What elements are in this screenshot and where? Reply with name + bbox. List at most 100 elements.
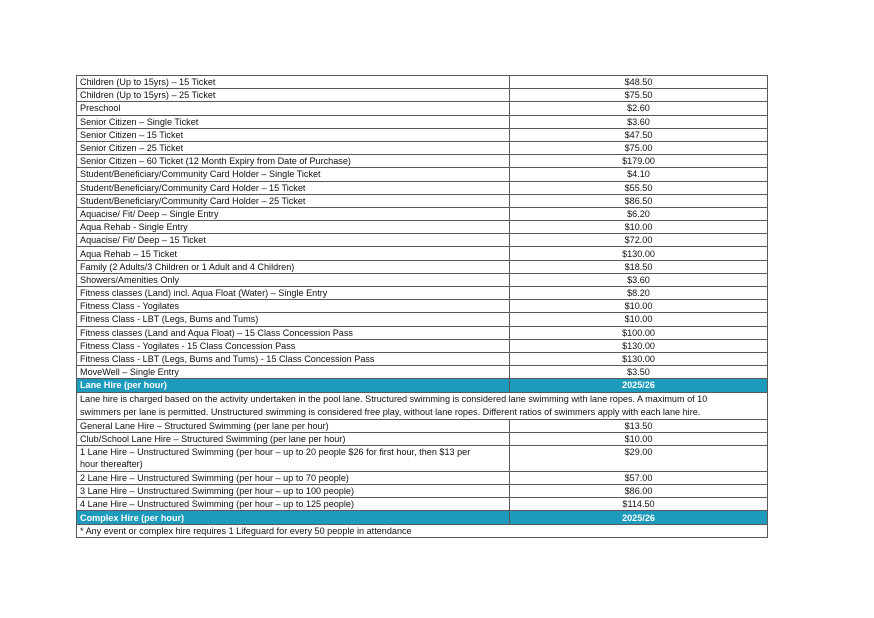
fee-price: $114.50	[509, 497, 768, 512]
fee-item: Senior Citizen – 15 Ticket	[76, 127, 510, 142]
fee-item: Aquacise/ Fit/ Deep – 15 Ticket	[76, 233, 510, 248]
table-row: Senior Citizen – 60 Ticket (12 Month Exp…	[76, 154, 768, 169]
fee-price: $4.10	[509, 167, 768, 182]
table-row: Student/Beneficiary/Community Card Holde…	[76, 180, 768, 195]
fee-item: Preschool	[76, 101, 510, 116]
complex-hire-header-row: Complex Hire (per hour) 2025/26	[76, 510, 768, 525]
fee-price: $48.50	[509, 74, 768, 90]
fee-item: Club/School Lane Hire – Structured Swimm…	[76, 431, 510, 446]
lane-hire-note-row: Lane hire is charged based on the activi…	[76, 391, 768, 420]
fee-item: Fitness Class - Yogilates - 15 Class Con…	[76, 338, 510, 353]
fee-item: Children (Up to 15yrs) – 15 Ticket	[76, 74, 510, 90]
fee-price: $130.00	[509, 338, 768, 353]
fee-item: 3 Lane Hire – Unstructured Swimming (per…	[76, 484, 510, 499]
fee-item: Fitness classes (Land) incl. Aqua Float …	[76, 285, 510, 301]
table-row: Children (Up to 15yrs) – 15 Ticket $48.50	[76, 74, 768, 90]
fee-price: $10.00	[509, 312, 768, 327]
fee-item: Aqua Rehab – 15 Ticket	[76, 246, 510, 261]
table-row: Fitness classes (Land) incl. Aqua Float …	[76, 285, 768, 301]
fee-price: $10.00	[509, 431, 768, 446]
fees-table-body: Children (Up to 15yrs) – 15 Ticket $48.50…	[76, 74, 768, 538]
fee-item-line2: hour thereafter)	[80, 459, 143, 470]
table-row: 2 Lane Hire – Unstructured Swimming (per…	[76, 470, 768, 486]
fee-item: Senior Citizen – 60 Ticket (12 Month Exp…	[76, 154, 510, 169]
table-row: Children (Up to 15yrs) – 25 Ticket $75.50	[76, 88, 768, 103]
lane-hire-note-line2: swimmers per lane is permitted. Unstruct…	[80, 406, 701, 417]
fee-price: $55.50	[509, 180, 768, 195]
fee-item: 2 Lane Hire – Unstructured Swimming (per…	[76, 470, 510, 486]
fee-price: $86.50	[509, 193, 768, 208]
lane-hire-note-line1: Lane hire is charged based on the activi…	[80, 393, 708, 404]
fee-item: Aquacise/ Fit/ Deep – Single Entry	[76, 206, 510, 222]
fee-price: $2.60	[509, 101, 768, 116]
table-row: 1 Lane Hire – Unstructured Swimming (per…	[76, 444, 768, 472]
fee-item: Senior Citizen – 25 Ticket	[76, 140, 510, 156]
table-row: Club/School Lane Hire – Structured Swimm…	[76, 431, 768, 446]
table-row: 3 Lane Hire – Unstructured Swimming (per…	[76, 484, 768, 499]
fee-item: MoveWell – Single Entry	[76, 365, 510, 380]
table-row: General Lane Hire – Structured Swimming …	[76, 418, 768, 433]
lane-hire-header: Lane Hire (per hour)	[76, 378, 510, 393]
complex-hire-header: Complex Hire (per hour)	[76, 510, 510, 525]
fee-item: Aqua Rehab - Single Entry	[76, 220, 510, 235]
table-row: Family (2 Adults/3 Children or 1 Adult a…	[76, 259, 768, 274]
fee-item: Fitness Class - Yogilates	[76, 299, 510, 314]
fee-item: Fitness Class - LBT (Legs, Bums and Tums…	[76, 312, 510, 327]
fee-item-line1: 1 Lane Hire – Unstructured Swimming (per…	[80, 446, 471, 457]
lane-hire-header-row: Lane Hire (per hour) 2025/26	[76, 378, 768, 393]
fee-price: $47.50	[509, 127, 768, 142]
table-row: Student/Beneficiary/Community Card Holde…	[76, 167, 768, 182]
table-row: MoveWell – Single Entry $3.50	[76, 365, 768, 380]
table-row: Aquacise/ Fit/ Deep – Single Entry $6.20	[76, 206, 768, 222]
table-row: Senior Citizen – 15 Ticket $47.50	[76, 127, 768, 142]
fee-item: Family (2 Adults/3 Children or 1 Adult a…	[76, 259, 510, 274]
fee-item: Children (Up to 15yrs) – 25 Ticket	[76, 88, 510, 103]
fee-price: $100.00	[509, 325, 768, 340]
fee-price: $57.00	[509, 470, 768, 486]
fee-price: $10.00	[509, 299, 768, 314]
fee-item: Fitness Class - LBT (Legs, Bums and Tums…	[76, 351, 510, 367]
table-row: Student/Beneficiary/Community Card Holde…	[76, 193, 768, 208]
fee-price: $29.00	[509, 444, 768, 472]
fee-price: $130.00	[509, 246, 768, 261]
complex-hire-note-row: * Any event or complex hire requires 1 L…	[76, 523, 768, 538]
table-row: Showers/Amenities Only $3.60	[76, 272, 768, 288]
fee-item: Showers/Amenities Only	[76, 272, 510, 288]
lane-hire-year: 2025/26	[509, 378, 768, 393]
fee-item: Fitness classes (Land and Aqua Float) – …	[76, 325, 510, 340]
fee-price: $13.50	[509, 418, 768, 433]
table-row: Senior Citizen – Single Ticket $3.60	[76, 114, 768, 129]
fee-price: $130.00	[509, 351, 768, 367]
table-row: Aqua Rehab – 15 Ticket $130.00	[76, 246, 768, 261]
table-row: Fitness Class - LBT (Legs, Bums and Tums…	[76, 312, 768, 327]
fee-price: $3.60	[509, 272, 768, 288]
table-row: Fitness Class - Yogilates - 15 Class Con…	[76, 338, 768, 353]
fee-price: $86.00	[509, 484, 768, 499]
fee-price: $6.20	[509, 206, 768, 222]
fee-price: $8.20	[509, 285, 768, 301]
table-row: Preschool $2.60	[76, 101, 768, 116]
table-row: Aquacise/ Fit/ Deep – 15 Ticket $72.00	[76, 233, 768, 248]
fee-item: 4 Lane Hire – Unstructured Swimming (per…	[76, 497, 510, 512]
table-row: Fitness classes (Land and Aqua Float) – …	[76, 325, 768, 340]
table-row: Senior Citizen – 25 Ticket $75.00	[76, 140, 768, 156]
table-row: Aqua Rehab - Single Entry $10.00	[76, 220, 768, 235]
fee-price: $10.00	[509, 220, 768, 235]
fee-price: $75.50	[509, 88, 768, 103]
complex-hire-note: * Any event or complex hire requires 1 L…	[76, 523, 768, 538]
table-row: 4 Lane Hire – Unstructured Swimming (per…	[76, 497, 768, 512]
fee-price: $18.50	[509, 259, 768, 274]
fee-price: $3.60	[509, 114, 768, 129]
fee-price: $179.00	[509, 154, 768, 169]
fee-item: 1 Lane Hire – Unstructured Swimming (per…	[76, 444, 510, 472]
fee-price: $75.00	[509, 140, 768, 156]
lane-hire-note: Lane hire is charged based on the activi…	[76, 391, 768, 420]
fee-item: Student/Beneficiary/Community Card Holde…	[76, 167, 510, 182]
fee-price: $3.50	[509, 365, 768, 380]
fee-item: Student/Beneficiary/Community Card Holde…	[76, 193, 510, 208]
fee-item: Senior Citizen – Single Ticket	[76, 114, 510, 129]
fee-item: Student/Beneficiary/Community Card Holde…	[76, 180, 510, 195]
table-row: Fitness Class - Yogilates $10.00	[76, 299, 768, 314]
complex-hire-year: 2025/26	[509, 510, 768, 525]
fee-price: $72.00	[509, 233, 768, 248]
